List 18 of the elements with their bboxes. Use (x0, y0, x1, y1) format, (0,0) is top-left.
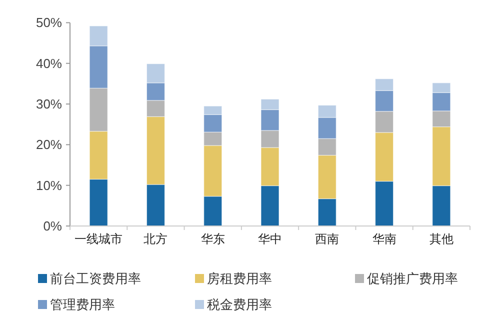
x-tick-label: 西南 (315, 232, 340, 246)
legend-label: 促销推广费用率 (367, 271, 458, 286)
x-tick-label: 华中 (258, 232, 282, 246)
x-tick-label: 华东 (200, 232, 225, 246)
y-tick-label: 40% (36, 56, 62, 71)
x-tick-label: 华南 (372, 232, 396, 246)
y-tick-label: 50% (36, 15, 62, 30)
x-tick-label: 一线城市 (74, 232, 123, 246)
y-tick-label: 10% (36, 178, 62, 193)
y-tick-label: 0% (43, 218, 62, 234)
legend-label: 税金费用率 (207, 297, 272, 312)
y-tick-label: 20% (36, 137, 62, 152)
x-tick-label: 其他 (429, 232, 454, 246)
legend-label: 前台工资费用率 (50, 271, 141, 286)
legend-label: 房租费用率 (207, 271, 272, 286)
y-tick-label: 30% (36, 96, 62, 112)
x-tick-label: 北方 (144, 232, 168, 246)
legend-label: 管理费用率 (50, 297, 115, 312)
